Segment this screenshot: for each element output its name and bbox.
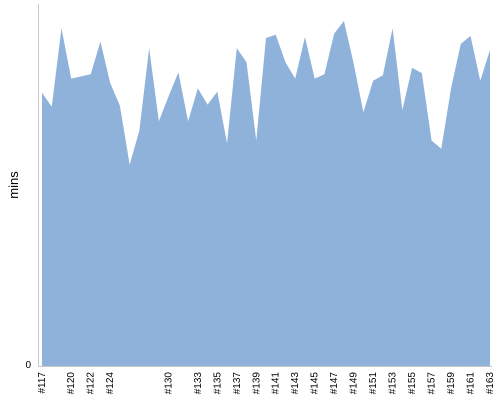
- x-tick-label: #130: [164, 372, 175, 395]
- x-tick-label: #139: [251, 372, 262, 395]
- x-tick-label: #135: [212, 372, 223, 395]
- x-tick-labels: #117 #120 #122 #124 #130 #133 #135 #137 #139 #141…: [37, 372, 496, 395]
- area-series: [42, 21, 490, 366]
- x-tick-label: #122: [86, 372, 97, 395]
- x-tick-label: #120: [66, 372, 77, 395]
- x-tick-label: #159: [446, 372, 457, 395]
- x-tick-label: #145: [310, 372, 321, 395]
- x-tick-label: #157: [427, 372, 438, 395]
- x-tick-label: #137: [232, 372, 243, 395]
- x-tick-label: #161: [466, 372, 477, 395]
- x-tick-label: #163: [485, 372, 496, 395]
- x-tick-label: #151: [368, 372, 379, 395]
- x-tick-label: #133: [193, 372, 204, 395]
- y-tick-label-0: 0: [25, 360, 31, 371]
- x-tick-label: #147: [329, 372, 340, 395]
- x-tick-label: #153: [388, 372, 399, 395]
- x-tick-label: #124: [105, 372, 116, 395]
- x-tick-label: #149: [349, 372, 360, 395]
- x-tick-label: #117: [37, 372, 48, 394]
- x-tick-label: #141: [271, 372, 282, 395]
- x-tick-label: #155: [407, 372, 418, 395]
- x-tick-label: #143: [290, 372, 301, 395]
- y-axis-title: mins: [6, 171, 21, 199]
